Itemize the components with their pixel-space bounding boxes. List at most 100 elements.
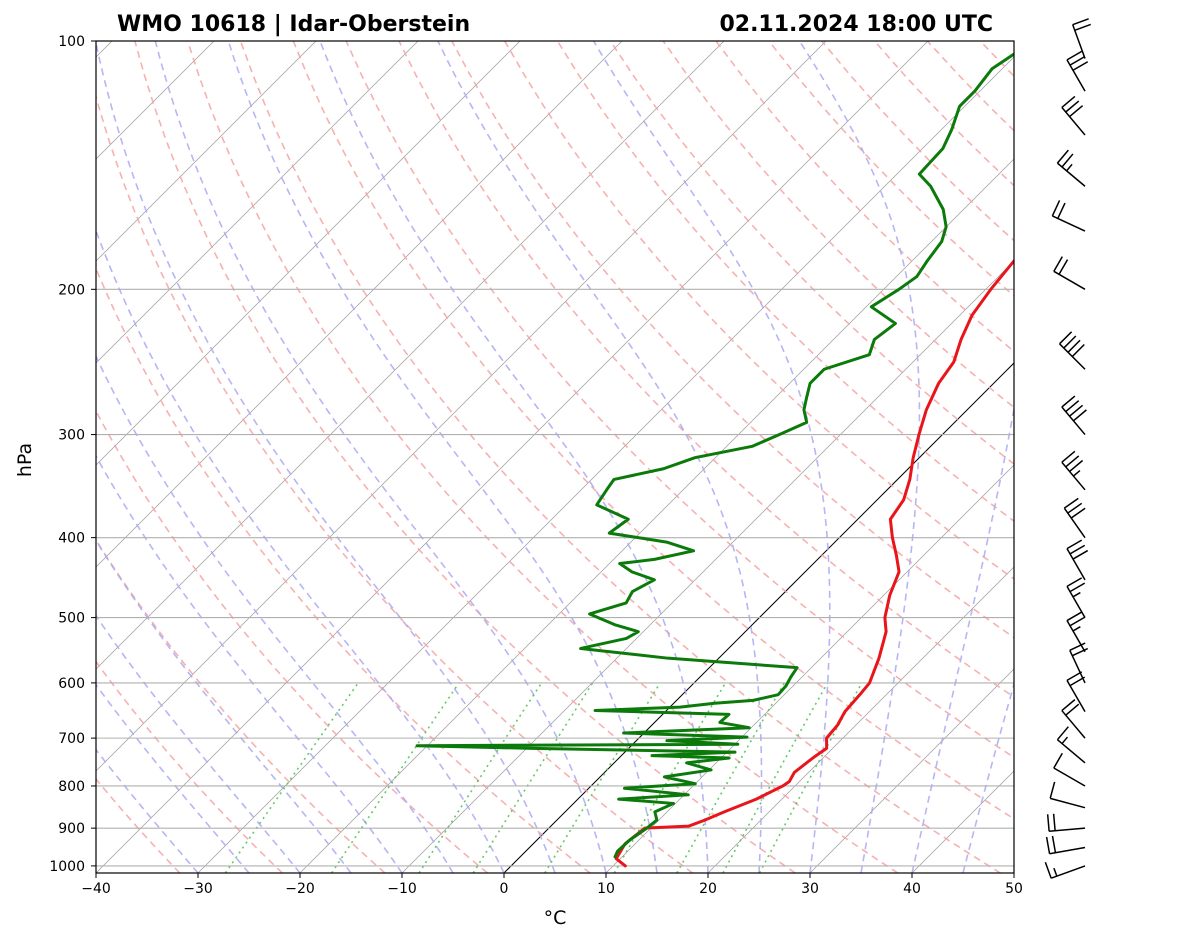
wind-barb-full-feather [1067, 502, 1083, 514]
wind-barb-full-feather [1053, 256, 1063, 272]
wind-barb-full-feather [1069, 105, 1084, 118]
wind-barb-full-feather [1058, 259, 1069, 275]
dry-adiabat-line [96, 266, 591, 873]
wind-barb-full-feather [1056, 726, 1069, 741]
wind-barb-full-feather [1065, 703, 1080, 716]
isotherm-line [0, 41, 10, 873]
y-tick-label: 300 [58, 428, 85, 444]
wind-barb-shaft [1056, 162, 1086, 187]
moist-adiabat-line [154, 41, 607, 873]
wind-barb-shaft [1063, 507, 1086, 539]
wind-barb-half-feather [1072, 469, 1081, 477]
wind-barb-half-feather [1072, 626, 1081, 632]
y-tick-label: 700 [58, 731, 85, 747]
dry-adiabat-line [134, 41, 796, 873]
wind-barb-full-feather [1049, 781, 1056, 799]
wind-barb-full-feather [1052, 813, 1056, 831]
y-tick-label: 400 [58, 531, 85, 547]
chart-title-station: WMO 10618 | Idar-Oberstein [117, 12, 470, 37]
x-tick-label: 0 [500, 881, 509, 897]
wind-barb [1066, 539, 1089, 581]
dry-adiabat-line [239, 41, 1001, 873]
isotherm-line [1116, 41, 1181, 873]
wind-barb-full-feather [1074, 23, 1091, 31]
mixing-ratio-line [544, 682, 661, 873]
y-tick-label: 600 [58, 676, 85, 692]
wind-barb-full-feather [1063, 497, 1079, 509]
mixing-ratio-line [676, 682, 786, 873]
dry-adiabat-line [768, 41, 1014, 297]
wind-barb [1053, 752, 1086, 787]
dry-adiabat-line [715, 41, 1014, 353]
moist-adiabat-line [798, 41, 921, 873]
wind-barb-full-feather [1066, 671, 1083, 682]
wind-barb [1061, 395, 1087, 436]
moist-adiabat-line [437, 41, 763, 873]
x-tick-label: 20 [699, 881, 717, 897]
mixing-ratio-line [472, 682, 594, 873]
isotherm-line [1013, 872, 1014, 873]
y-axis-label: hPa [14, 443, 36, 477]
wind-barb-shaft [1061, 106, 1086, 136]
wind-barb [1059, 331, 1086, 370]
wind-barb-full-feather [1069, 55, 1086, 66]
wind-barb [1066, 50, 1089, 92]
wind-barb-full-feather [1061, 153, 1074, 168]
wind-barb-shaft [1053, 270, 1086, 290]
y-tick-label: 1000 [49, 859, 85, 875]
x-tick-label: 30 [801, 881, 819, 897]
wind-barb-full-feather [1066, 611, 1083, 622]
wind-barb-full-feather [1072, 409, 1087, 422]
isotherm-line [299, 158, 1014, 873]
y-tick-label: 500 [58, 611, 85, 627]
wind-barb-full-feather [1069, 616, 1086, 627]
y-tick-label: 100 [58, 34, 85, 50]
wind-barb-full-feather [1072, 61, 1089, 71]
x-tick-label: 10 [597, 881, 615, 897]
wind-barb-full-feather [1045, 836, 1051, 854]
mixing-ratio-line [722, 682, 829, 873]
moist-adiabat-line [96, 748, 199, 873]
temperature-profile-line [614, 258, 1014, 868]
wind-barb [1051, 200, 1086, 232]
dry-adiabat-line [979, 41, 1014, 78]
wind-barb-full-feather [1066, 577, 1083, 588]
chart-title-datetime: 02.11.2024 18:00 UTC [719, 12, 993, 37]
x-axis-label: °C [544, 907, 567, 929]
wind-barb [1061, 699, 1086, 739]
isotherm-line [197, 56, 1014, 873]
wind-barb-full-feather [1056, 149, 1069, 164]
wind-barb [1071, 18, 1091, 59]
wind-barb-full-feather [1072, 18, 1089, 26]
isotherm-line [911, 770, 1014, 873]
wind-barbs [1044, 18, 1091, 879]
dry-adiabat-line [0, 41, 77, 873]
wind-barb-half-feather [1072, 591, 1081, 598]
wind-barb [1061, 450, 1086, 491]
wind-barb [1056, 149, 1086, 187]
dewpoint-profile-line [415, 52, 1014, 859]
wind-barb-full-feather [1069, 642, 1086, 651]
wind-barb [1061, 95, 1086, 136]
wind-barb [1056, 726, 1086, 764]
dry-adiabat-line [1139, 41, 1181, 873]
dry-adiabat-line [926, 41, 1014, 132]
wind-barb-full-feather [1053, 752, 1063, 769]
wind-barb-shaft [1061, 710, 1086, 739]
wind-barb [1066, 577, 1086, 618]
mixing-ratio-line [418, 682, 543, 873]
moist-adiabat-line [227, 41, 658, 873]
y-axis-ticks: 1000 900 800 700 600 500 400 300 200 100 [49, 34, 96, 875]
dry-adiabat-line [1033, 41, 1181, 873]
isotherm-line [605, 464, 1014, 873]
isotherm-line [809, 668, 1014, 873]
sounding-profiles [415, 52, 1014, 868]
wind-barb-full-feather [1072, 549, 1089, 560]
wind-barb-half-feather [1061, 736, 1069, 745]
y-tick-label: 800 [58, 779, 85, 795]
dry-adiabat-line [1086, 41, 1181, 873]
wind-barb [1066, 611, 1086, 653]
wind-barb-full-feather [1069, 582, 1086, 593]
wind-barb-shaft [1052, 215, 1086, 232]
